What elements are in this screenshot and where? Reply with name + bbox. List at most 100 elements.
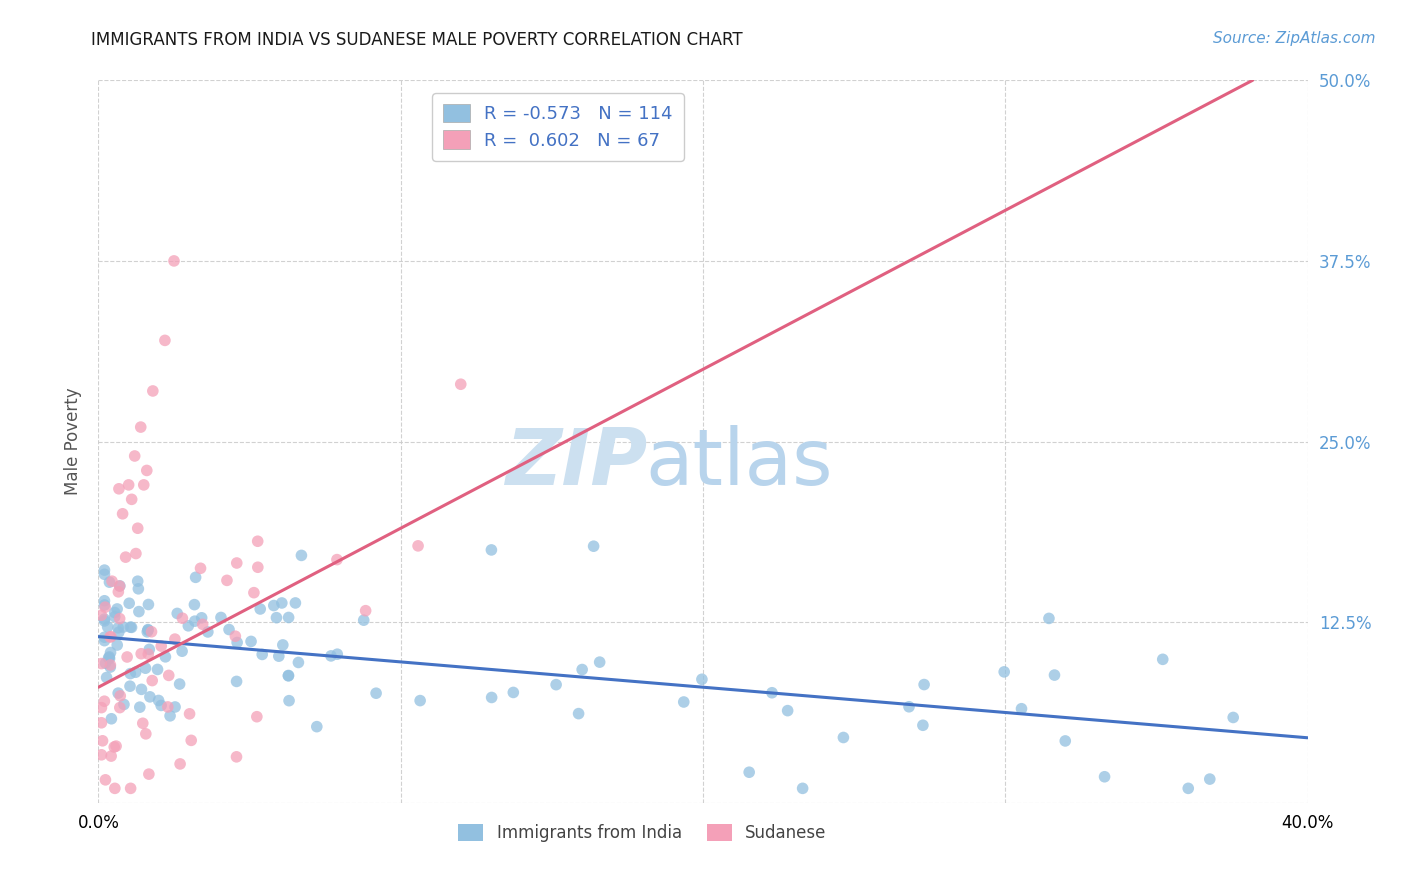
Point xyxy=(163,253,186,268)
Point xyxy=(146,662,169,676)
Point xyxy=(135,727,157,741)
Point xyxy=(153,334,176,348)
Point xyxy=(98,630,121,644)
Point xyxy=(124,665,146,680)
Point xyxy=(481,690,503,705)
Point xyxy=(148,693,170,707)
Point xyxy=(135,463,157,477)
Point xyxy=(326,552,349,566)
Point xyxy=(184,614,207,628)
Point xyxy=(169,677,191,691)
Point xyxy=(94,657,117,671)
Text: Source: ZipAtlas.com: Source: ZipAtlas.com xyxy=(1212,31,1375,46)
Y-axis label: Male Poverty: Male Poverty xyxy=(65,388,83,495)
Point xyxy=(134,661,156,675)
Point xyxy=(108,612,131,626)
Point xyxy=(163,632,186,646)
Point xyxy=(183,598,205,612)
Point xyxy=(406,539,429,553)
Point xyxy=(177,619,200,633)
Point xyxy=(118,596,141,610)
Point xyxy=(169,756,191,771)
Point xyxy=(277,610,299,624)
Text: IMMIGRANTS FROM INDIA VS SUDANESE MALE POVERTY CORRELATION CHART: IMMIGRANTS FROM INDIA VS SUDANESE MALE P… xyxy=(91,31,742,49)
Point xyxy=(184,570,207,584)
Point xyxy=(249,602,271,616)
Point xyxy=(571,663,593,677)
Point xyxy=(98,651,121,665)
Point xyxy=(104,609,127,624)
Point xyxy=(105,602,128,616)
Point xyxy=(104,781,127,796)
Point xyxy=(97,651,120,665)
Point xyxy=(97,620,120,634)
Point xyxy=(100,646,122,660)
Point xyxy=(129,420,152,434)
Point xyxy=(1038,611,1060,625)
Point xyxy=(127,521,149,535)
Point xyxy=(108,482,131,496)
Point xyxy=(690,673,713,687)
Point xyxy=(672,695,695,709)
Point xyxy=(224,629,246,643)
Point xyxy=(125,547,148,561)
Point xyxy=(156,700,179,714)
Point xyxy=(912,677,935,691)
Point xyxy=(115,650,138,665)
Point xyxy=(190,561,212,575)
Point xyxy=(124,449,146,463)
Point xyxy=(121,492,143,507)
Point xyxy=(141,673,163,688)
Point xyxy=(277,668,299,682)
Point xyxy=(138,767,160,781)
Point xyxy=(1198,772,1220,786)
Point xyxy=(271,638,294,652)
Point xyxy=(832,731,855,745)
Point xyxy=(138,598,160,612)
Point xyxy=(1043,668,1066,682)
Point xyxy=(225,556,247,570)
Point xyxy=(136,623,159,637)
Point xyxy=(1222,710,1244,724)
Point xyxy=(225,749,247,764)
Point xyxy=(120,781,142,796)
Point xyxy=(98,660,121,674)
Point xyxy=(100,657,122,672)
Point xyxy=(98,649,121,664)
Point xyxy=(107,584,129,599)
Point xyxy=(108,579,131,593)
Point xyxy=(246,560,269,574)
Point xyxy=(114,550,136,565)
Point xyxy=(502,685,524,699)
Point xyxy=(91,733,114,747)
Point xyxy=(107,686,129,700)
Point xyxy=(1011,702,1033,716)
Point xyxy=(481,542,503,557)
Point xyxy=(142,384,165,398)
Point xyxy=(354,604,377,618)
Point xyxy=(738,765,761,780)
Point xyxy=(287,656,309,670)
Point xyxy=(197,624,219,639)
Point xyxy=(250,648,273,662)
Point xyxy=(1152,652,1174,666)
Point xyxy=(179,706,201,721)
Point xyxy=(1177,781,1199,796)
Point xyxy=(112,698,135,712)
Point xyxy=(319,648,342,663)
Point xyxy=(409,693,432,707)
Point xyxy=(107,621,129,635)
Point xyxy=(546,678,568,692)
Point xyxy=(100,749,122,764)
Point xyxy=(129,647,152,661)
Point xyxy=(364,686,387,700)
Point xyxy=(136,647,159,661)
Point xyxy=(284,596,307,610)
Point xyxy=(107,625,129,640)
Point xyxy=(1094,770,1116,784)
Point xyxy=(218,623,240,637)
Point xyxy=(165,700,187,714)
Point xyxy=(266,610,288,624)
Point xyxy=(172,644,194,658)
Point xyxy=(278,694,301,708)
